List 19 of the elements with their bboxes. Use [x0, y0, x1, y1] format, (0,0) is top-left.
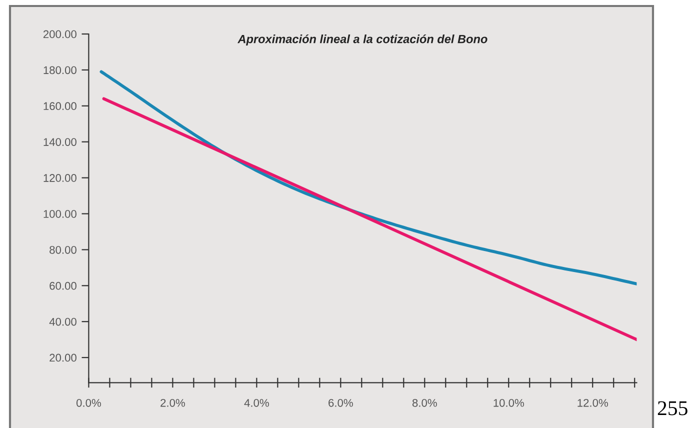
y-tick-label: 200.00 [43, 30, 76, 38]
x-tick-label: 6.0% [328, 398, 353, 407]
y-tick-label: 140.00 [44, 138, 76, 146]
x-tick-label: 12.0% [578, 398, 608, 407]
y-tick-label: 180.00 [44, 66, 76, 74]
x-tick-label: 2.0% [160, 398, 185, 407]
x-tick-label: 10.0% [494, 398, 524, 407]
y-tick-label: 120.00 [44, 174, 76, 182]
y-tick-label: 40.00 [49, 318, 76, 326]
y-tick-label: 160.00 [44, 102, 76, 110]
text: 255 [658, 401, 688, 416]
chart-title: Aproximación lineal a la cotización del Bono [238, 34, 488, 46]
y-tick-label: 100.00 [44, 210, 76, 218]
y-tick-label: 60.00 [50, 282, 76, 290]
x-tick-label: 8.0% [412, 398, 437, 407]
x-tick-label: 4.0% [244, 398, 269, 407]
y-tick-label: 80.00 [50, 246, 76, 254]
x-tick-label: 0.0% [76, 398, 101, 407]
y-tick-label: 20.00 [50, 354, 76, 362]
